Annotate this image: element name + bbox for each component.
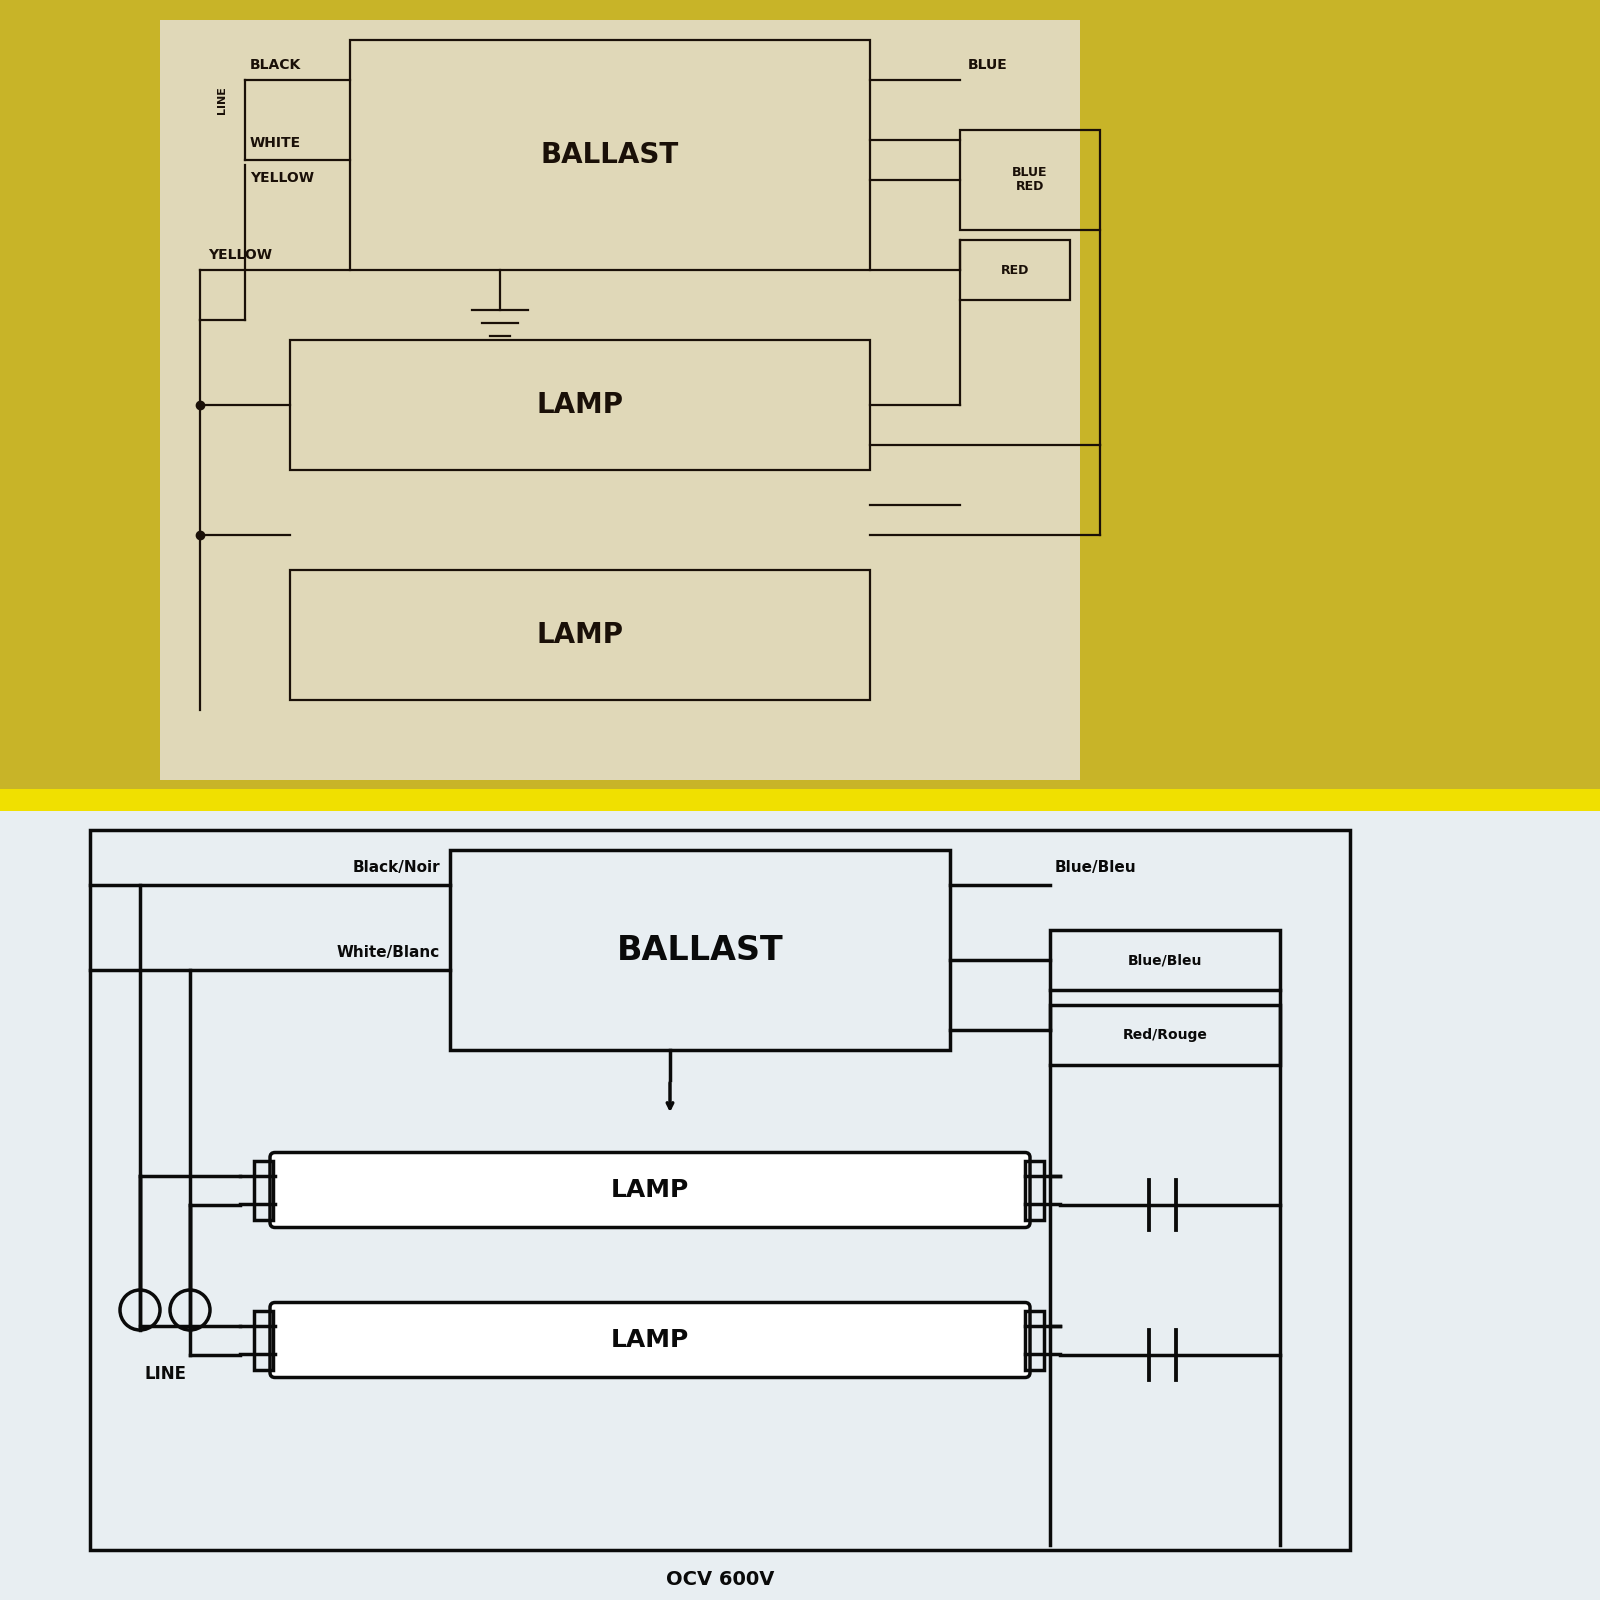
Bar <box>254 1160 274 1219</box>
Text: LAMP: LAMP <box>611 1328 690 1352</box>
Text: OCV 600V: OCV 600V <box>666 1570 774 1589</box>
Text: YELLOW: YELLOW <box>208 248 272 262</box>
FancyBboxPatch shape <box>270 1302 1030 1378</box>
Text: Blue/Bleu: Blue/Bleu <box>1054 861 1136 875</box>
Bar <box>90 830 1350 1550</box>
Bar <box>1026 1160 1045 1219</box>
Text: BALLAST: BALLAST <box>541 141 678 170</box>
Bar <box>0 811 1600 1600</box>
Text: YELLOW: YELLOW <box>250 171 314 186</box>
Text: Red/Rouge: Red/Rouge <box>1123 1029 1208 1042</box>
Bar <box>960 130 1101 230</box>
Text: Blue/Bleu: Blue/Bleu <box>1128 954 1202 966</box>
Text: LAMP: LAMP <box>611 1178 690 1202</box>
Bar <box>1026 1310 1045 1370</box>
Bar <box>960 240 1070 301</box>
Text: BLACK: BLACK <box>250 58 301 72</box>
Text: BLUE
RED: BLUE RED <box>1013 166 1048 194</box>
Text: RED: RED <box>1002 264 1029 277</box>
Bar <box>1050 930 1280 990</box>
Text: BLUE: BLUE <box>968 58 1008 72</box>
Text: LAMP: LAMP <box>536 390 624 419</box>
Text: BALLAST: BALLAST <box>616 933 784 966</box>
Text: LINE: LINE <box>218 86 227 114</box>
Bar <box>0 789 1600 811</box>
Bar <box>350 40 870 270</box>
Bar <box>1050 1005 1280 1066</box>
Bar <box>450 850 950 1050</box>
Text: LAMP: LAMP <box>536 621 624 650</box>
Bar <box>290 570 870 701</box>
Bar <box>0 0 1600 800</box>
Text: White/Blanc: White/Blanc <box>336 946 440 960</box>
Bar <box>254 1310 274 1370</box>
Text: Black/Noir: Black/Noir <box>352 861 440 875</box>
Bar <box>160 19 1080 781</box>
Bar <box>290 341 870 470</box>
Text: LINE: LINE <box>144 1365 186 1382</box>
FancyBboxPatch shape <box>270 1152 1030 1227</box>
Text: WHITE: WHITE <box>250 136 301 150</box>
